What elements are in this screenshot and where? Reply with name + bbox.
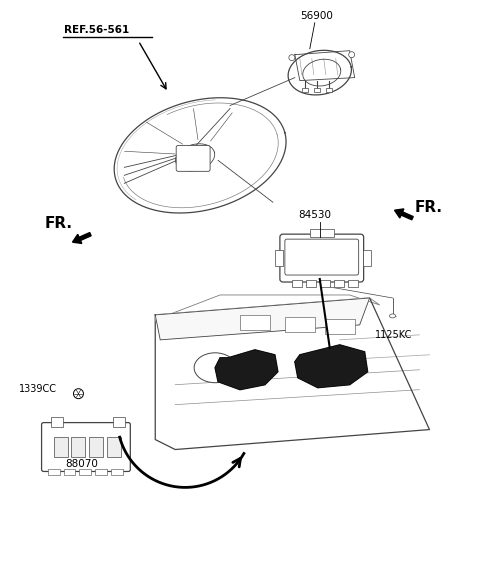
Bar: [275, 250, 283, 266]
Bar: [80, 470, 91, 475]
Bar: [292, 280, 302, 287]
Bar: [113, 417, 125, 426]
FancyBboxPatch shape: [280, 234, 364, 282]
Ellipse shape: [194, 353, 236, 382]
Circle shape: [348, 52, 355, 58]
Bar: [326, 88, 332, 92]
Bar: [306, 280, 316, 287]
Bar: [302, 88, 308, 92]
Polygon shape: [295, 345, 368, 388]
Bar: [72, 437, 85, 457]
Bar: [325, 319, 355, 334]
Text: 1125KC: 1125KC: [374, 330, 412, 340]
Bar: [63, 470, 75, 475]
FancyBboxPatch shape: [285, 239, 359, 275]
Text: 84530: 84530: [298, 210, 331, 220]
Text: 56900: 56900: [300, 11, 333, 21]
Bar: [285, 317, 315, 332]
Circle shape: [73, 389, 84, 398]
Text: 88070: 88070: [65, 459, 98, 470]
Bar: [96, 470, 108, 475]
FancyArrow shape: [72, 233, 91, 243]
Bar: [48, 470, 60, 475]
Bar: [348, 280, 358, 287]
FancyBboxPatch shape: [42, 422, 130, 471]
Bar: [363, 250, 371, 266]
Bar: [334, 280, 344, 287]
Bar: [108, 437, 121, 457]
Text: FR.: FR.: [415, 200, 443, 215]
Text: 1339CC: 1339CC: [19, 384, 57, 394]
Bar: [310, 229, 334, 237]
FancyBboxPatch shape: [176, 145, 210, 172]
Bar: [89, 437, 103, 457]
Bar: [50, 417, 62, 426]
Bar: [54, 437, 68, 457]
Polygon shape: [155, 298, 430, 450]
Circle shape: [289, 55, 295, 60]
Ellipse shape: [390, 314, 396, 318]
Bar: [240, 315, 270, 330]
Bar: [320, 280, 330, 287]
Bar: [111, 470, 123, 475]
Polygon shape: [155, 298, 370, 340]
FancyArrow shape: [395, 209, 413, 220]
Text: REF.56-561: REF.56-561: [63, 25, 129, 35]
Polygon shape: [215, 350, 278, 390]
Text: FR.: FR.: [45, 216, 72, 231]
Bar: [314, 88, 320, 92]
